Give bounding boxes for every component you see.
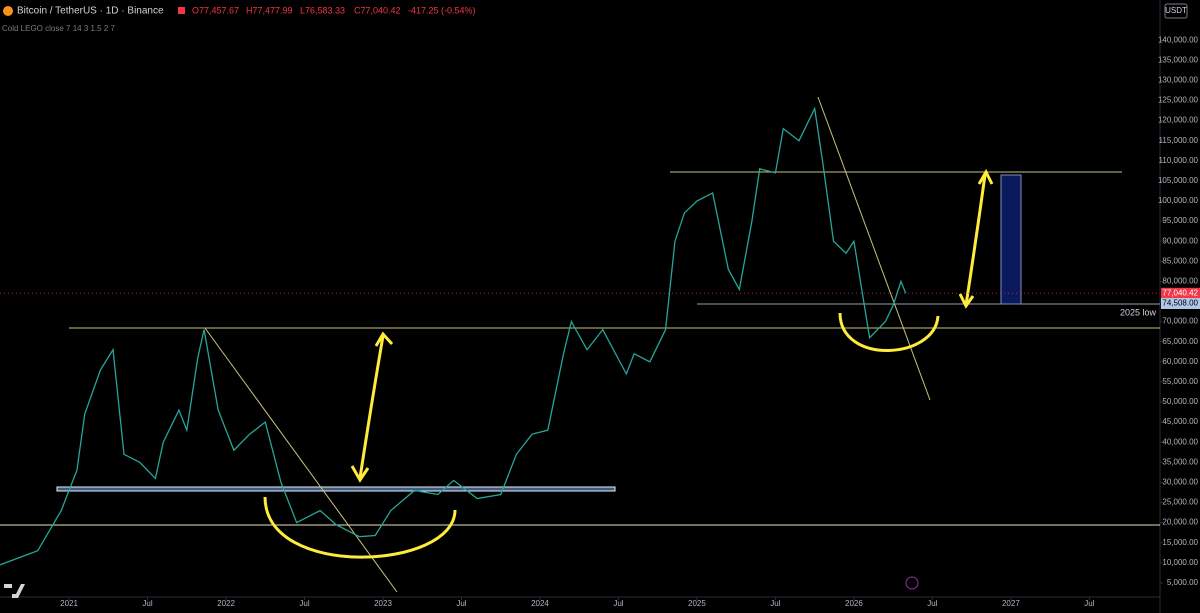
cup-curve [263, 496, 457, 559]
ohlc-open: O77,457.67 [192, 5, 239, 15]
x-tick-label: Jul [142, 599, 152, 608]
x-tick-label: 2027 [1002, 599, 1020, 608]
y-tick-label: 45,000.00 [1162, 417, 1198, 426]
y-tick-label: 140,000.00 [1158, 35, 1199, 44]
y-tick-label: 90,000.00 [1162, 236, 1198, 245]
y-tick-label: 30,000.00 [1162, 478, 1198, 487]
y-tick-label: 85,000.00 [1162, 256, 1198, 265]
x-tick-label: 2024 [531, 599, 549, 608]
arrow [958, 168, 994, 309]
x-tick-label: Jul [927, 599, 937, 608]
drawings [0, 96, 1160, 593]
y-tick-label: 95,000.00 [1162, 216, 1198, 225]
coin-icon [3, 6, 13, 16]
x-tick-label: Jul [770, 599, 780, 608]
y-tick-label: 80,000.00 [1162, 277, 1198, 286]
y-tick-label: 5,000.00 [1167, 578, 1199, 587]
y-tick-label: 35,000.00 [1162, 457, 1198, 466]
y-tick-label: 100,000.00 [1158, 196, 1199, 205]
y-tick-label: 70,000.00 [1162, 317, 1198, 326]
x-tick-label: Jul [456, 599, 466, 608]
currency-box[interactable] [1164, 3, 1188, 19]
y-tick-label: 10,000.00 [1162, 558, 1198, 567]
x-tick-label: 2026 [845, 599, 863, 608]
x-tick-label: 2025 [688, 599, 706, 608]
annotation: 2025 low [1120, 307, 1157, 317]
x-tick-label: Jul [299, 599, 309, 608]
y-tick-label: 65,000.00 [1162, 337, 1198, 346]
y-tick-label: 130,000.00 [1158, 76, 1199, 85]
symbol: Bitcoin / TetherUS · 1D · Binance [17, 6, 164, 17]
y-tick-label: 105,000.00 [1158, 176, 1199, 185]
ohlc-low: L76,583.33 [300, 5, 345, 15]
flag [178, 7, 185, 14]
x-tick-label: Jul [613, 599, 623, 608]
x-tick-label: 2022 [217, 599, 235, 608]
y-tick-label: 20,000.00 [1162, 518, 1198, 527]
y-tick-label: 60,000.00 [1162, 357, 1198, 366]
cup-curve [838, 312, 940, 352]
trend-line [204, 327, 398, 593]
y-tick-label: 15,000.00 [1162, 538, 1198, 547]
ohlc-close: C77,040.42 [354, 5, 401, 15]
y-tick-label: 50,000.00 [1162, 397, 1198, 406]
y-tick-label: 55,000.00 [1162, 377, 1198, 386]
y-tick-label: 25,000.00 [1162, 498, 1198, 507]
arrow [350, 331, 394, 483]
y-tick-label: 135,000.00 [1158, 55, 1199, 64]
price-line [0, 106, 907, 566]
currency: USDT [1165, 6, 1187, 15]
target-box [1000, 174, 1022, 305]
y-tick-label: 110,000.00 [1159, 156, 1199, 165]
trend-line [817, 96, 931, 401]
y-tick-label: 125,000.00 [1158, 96, 1199, 105]
y-tick-label: 115,000.00 [1159, 136, 1199, 145]
logo [4, 584, 25, 598]
x-tick-label: 2021 [60, 599, 78, 608]
support-zone [56, 486, 616, 492]
lightning-icon[interactable] [905, 576, 919, 590]
x-tick-label: 2023 [374, 599, 392, 608]
header: Bitcoin / TetherUS · 1D · Binance O77,45… [2, 3, 1188, 33]
ohlc-high: H77,477.99 [246, 5, 293, 15]
indicator[interactable]: Cold LEGO close 7 14 3 1.5 2 7 [2, 24, 116, 33]
price-tag [1161, 297, 1200, 309]
y-tick-label: 120,000.00 [1158, 116, 1199, 125]
ohlc-change: -417.25 (-0.54%) [408, 5, 476, 15]
y-tick-label: 40,000.00 [1162, 437, 1198, 446]
price-tag-label: 74,508.00 [1162, 299, 1198, 308]
x-tick-label: Jul [1084, 599, 1094, 608]
price-tag-label: 77,040.42 [1162, 288, 1198, 297]
